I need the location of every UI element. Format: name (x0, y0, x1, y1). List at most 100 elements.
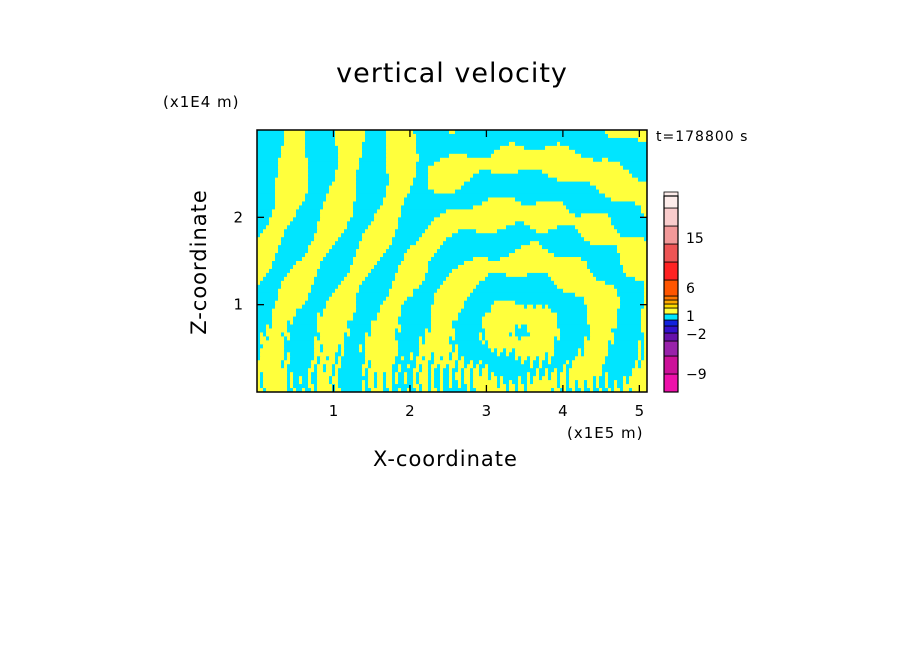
field-cell (365, 348, 399, 353)
field-cell (368, 384, 375, 389)
field-cell (473, 376, 489, 381)
field-cell (446, 276, 486, 282)
field-cell (311, 364, 315, 369)
field-cell (515, 384, 519, 389)
field-cell (458, 344, 489, 349)
field-cell (290, 352, 315, 357)
field-cell (455, 336, 480, 341)
field-cell (317, 272, 348, 278)
field-cell (509, 380, 513, 385)
field-cell (416, 241, 444, 246)
field-cell (539, 356, 546, 361)
field-cell (386, 165, 417, 171)
field-cell (398, 264, 429, 270)
field-cell (542, 376, 549, 381)
field-cell (446, 237, 585, 242)
field-cell (371, 360, 396, 365)
field-cell (605, 280, 645, 286)
field-cell (419, 372, 429, 377)
field-cell (317, 316, 354, 322)
field-cell (365, 360, 369, 365)
field-cell (533, 380, 558, 385)
field-cell (425, 356, 432, 361)
field-cell (374, 376, 378, 381)
field-cell (266, 328, 288, 334)
field-cell (356, 177, 390, 183)
field-cell (272, 209, 297, 214)
field-cell (287, 380, 291, 385)
field-cell (284, 352, 288, 357)
field-cell (263, 376, 288, 381)
field-cell (584, 296, 621, 302)
field-cell (638, 348, 642, 353)
field-cell (365, 276, 396, 282)
field-cell (431, 320, 453, 326)
field-cell (362, 372, 366, 377)
field-cell (278, 169, 309, 175)
field-cell (410, 185, 429, 191)
field-cell (416, 173, 429, 179)
field-cell (431, 352, 435, 357)
field-cell (569, 376, 594, 381)
field-cell (632, 173, 647, 179)
field-cell (482, 368, 489, 373)
field-cell (401, 312, 432, 318)
field-cell (320, 261, 354, 266)
field-cell (431, 308, 462, 314)
field-cell (386, 193, 408, 199)
field-cell (305, 253, 327, 258)
field-cell (641, 205, 647, 210)
field-cell (431, 368, 435, 373)
field-cell (581, 388, 585, 392)
field-cell (284, 276, 315, 282)
field-cell (257, 141, 285, 147)
field-cell (473, 173, 549, 179)
field-cell (500, 352, 507, 357)
field-cell (533, 360, 540, 365)
field-cell (395, 356, 402, 361)
field-cell (317, 320, 348, 326)
field-cell (335, 372, 339, 377)
field-cell (413, 130, 450, 135)
field-cell (371, 324, 402, 330)
field-cell (584, 340, 609, 345)
field-cell (587, 304, 621, 310)
field-cell (359, 288, 390, 294)
field-cell (266, 225, 288, 230)
field-cell (257, 304, 276, 310)
field-cell (461, 308, 492, 314)
colorbar-band (663, 313, 679, 321)
field-cell (326, 300, 357, 306)
colorbar: 15 6 1 −2 −9 (663, 191, 707, 393)
field-cell (527, 272, 549, 278)
field-cell (422, 340, 426, 345)
field-cell (290, 380, 294, 385)
field-cell (410, 356, 414, 361)
field-cell (257, 312, 273, 318)
field-cell (335, 364, 342, 369)
field-cell (479, 280, 555, 286)
field-cell (458, 312, 486, 318)
field-cell (644, 340, 647, 345)
field-cell (428, 372, 432, 377)
field-cell (422, 388, 429, 392)
field-cell (482, 372, 489, 377)
field-cell (608, 352, 639, 357)
field-cell (350, 332, 366, 338)
field-cell (599, 189, 647, 195)
field-cell (416, 364, 420, 369)
field-cell (488, 257, 501, 262)
field-cell (596, 185, 647, 191)
field-cell (257, 249, 279, 254)
field-cell (359, 165, 387, 171)
field-cell (404, 197, 489, 203)
field-cell (644, 304, 647, 310)
field-cell (329, 249, 357, 254)
field-cell (539, 372, 546, 377)
field-cell (596, 380, 600, 385)
field-cell (527, 328, 561, 334)
field-cell (464, 300, 495, 306)
field-cell (494, 372, 528, 377)
field-cell (326, 197, 357, 203)
field-cell (482, 201, 522, 207)
